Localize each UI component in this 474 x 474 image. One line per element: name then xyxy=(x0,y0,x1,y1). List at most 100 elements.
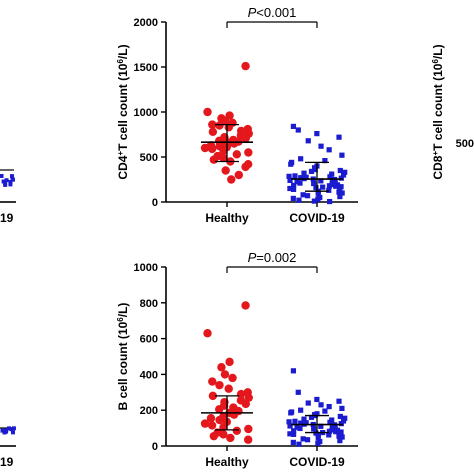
covid-point xyxy=(286,173,292,179)
covid-point xyxy=(318,423,324,429)
covid-point xyxy=(339,152,345,158)
healthy-point xyxy=(229,139,239,148)
y-label-rest: T cell count (10 xyxy=(431,63,445,151)
healthy-point xyxy=(243,435,253,444)
p-value-label: P<0.001 xyxy=(248,5,297,20)
covid-point xyxy=(2,430,7,435)
covid-point xyxy=(337,194,343,200)
covid-point xyxy=(297,180,303,186)
covid-point xyxy=(326,183,333,189)
healthy-point xyxy=(236,389,246,399)
covid-point xyxy=(320,184,326,190)
healthy-point xyxy=(207,144,217,154)
covid-point xyxy=(290,439,296,446)
covid-point xyxy=(318,178,324,184)
p-value-text: =0.002 xyxy=(256,250,296,265)
healthy-point xyxy=(227,175,236,184)
healthy-point xyxy=(244,424,253,434)
covid-point xyxy=(287,177,293,183)
healthy-point xyxy=(215,415,224,425)
healthy-point xyxy=(209,431,219,441)
healthy-point xyxy=(214,405,224,414)
partial-panel-right-top: CD8+T cell count (106/L) 500 xyxy=(431,44,474,179)
covid-point xyxy=(311,198,317,204)
covid-point xyxy=(300,436,306,442)
x-category-label-partial: 19 xyxy=(0,211,14,225)
y-tick-label: 400 xyxy=(140,369,158,381)
covid-point xyxy=(8,182,13,187)
covid-point xyxy=(290,431,297,437)
healthy-point xyxy=(244,148,253,157)
covid-point xyxy=(288,410,294,416)
y-label-sup: + xyxy=(116,151,125,156)
y-tick-label: 200 xyxy=(140,405,158,417)
healthy-point xyxy=(203,329,212,338)
covid-point xyxy=(291,428,297,434)
covid-point xyxy=(0,428,5,433)
covid-point xyxy=(326,147,332,153)
covid-point xyxy=(326,428,333,434)
covid-point xyxy=(337,438,343,444)
covid-point xyxy=(287,431,293,437)
healthy-point xyxy=(220,370,230,379)
x-category-label: Healthy xyxy=(205,211,249,225)
covid-point xyxy=(322,408,328,414)
y-label-main: CD4 xyxy=(116,155,130,179)
covid-point xyxy=(337,430,343,437)
covid-point xyxy=(304,193,311,199)
healthy-point xyxy=(203,107,212,117)
covid-point xyxy=(318,402,324,408)
healthy-point xyxy=(209,155,219,164)
y-tick-label: 1500 xyxy=(134,62,158,74)
healthy-point xyxy=(226,433,235,443)
covid-point xyxy=(290,186,297,192)
x-category-label: COVID-19 xyxy=(289,211,345,225)
healthy-point xyxy=(207,421,217,430)
p-value-label: P=0.002 xyxy=(248,250,297,265)
healthy-point xyxy=(232,150,242,159)
healthy-point xyxy=(244,393,253,402)
healthy-point xyxy=(241,301,250,310)
healthy-point xyxy=(229,410,239,419)
covid-point xyxy=(10,177,15,182)
y-tick-label: 2000 xyxy=(134,17,158,29)
healthy-point xyxy=(225,357,234,367)
healthy-point xyxy=(234,170,244,180)
healthy-point xyxy=(208,391,218,401)
bcell-panel: 0 200 400 600 800 1000 Healthy COVID-19 B cell c… xyxy=(116,250,358,469)
y-label-unit-sup: 6 xyxy=(116,59,125,64)
covid-point xyxy=(291,182,297,188)
y-label-unit-sup: 6 xyxy=(116,317,125,322)
covid-point xyxy=(336,433,342,439)
covid-point xyxy=(337,413,343,420)
healthy-point xyxy=(241,399,250,409)
covid-point xyxy=(326,404,332,410)
partial-panel-left-bottom: 19 xyxy=(0,426,16,469)
y-axis-label: CD4+T cell count (106/L) xyxy=(116,44,131,179)
covid-point xyxy=(333,183,339,189)
healthy-point xyxy=(215,121,224,130)
y-tick-label: 0 xyxy=(152,441,158,453)
y-label-end: /L) xyxy=(116,303,130,318)
covid-point xyxy=(7,426,12,431)
y-label-rest: T cell count (10 xyxy=(116,63,130,151)
covid-point xyxy=(301,170,307,176)
covid-point xyxy=(340,418,347,424)
covid-point xyxy=(298,407,304,413)
covid-point xyxy=(308,414,315,420)
covid-point xyxy=(295,389,301,395)
covid-point xyxy=(342,415,348,421)
p-value-prefix: P xyxy=(248,250,257,265)
covid-point xyxy=(287,185,293,192)
y-tick-label: 500 xyxy=(456,138,474,150)
covid-point xyxy=(292,173,298,179)
covid-point xyxy=(315,435,321,441)
covid-point xyxy=(326,432,332,438)
covid-point xyxy=(296,441,302,447)
covid-point xyxy=(290,123,297,129)
y-tick-label: 1000 xyxy=(134,107,158,119)
x-category-label-partial: 19 xyxy=(0,455,14,469)
healthy-point xyxy=(228,373,237,383)
covid-point xyxy=(336,189,342,195)
covid-point xyxy=(297,425,303,432)
